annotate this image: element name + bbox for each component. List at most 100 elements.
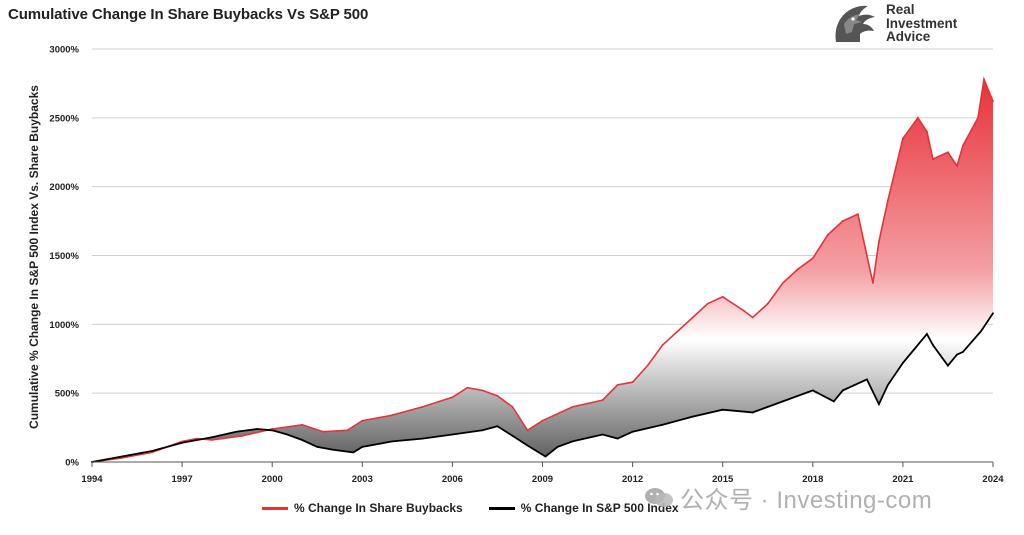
buybacks-point [877,240,880,243]
buybacks-point [121,456,123,459]
sp500-point [481,429,484,432]
sp500-point [721,408,724,411]
buybacks-point [721,295,724,298]
sp500-point [902,361,904,364]
sp500-point [841,389,844,392]
sp500-point [235,430,238,433]
buybacks-point [781,282,784,284]
buybacks-point [962,144,964,147]
buybacks-point [541,419,544,422]
buybacks-point [926,130,928,133]
sp500-point [151,450,153,452]
area-between-series [92,79,993,463]
buybacks-point [196,437,199,440]
sp500-point [932,344,934,346]
legend-swatch-sp500 [488,506,515,510]
buybacks-point [346,429,349,432]
buybacks-point [751,316,754,319]
sp500-point [661,423,664,426]
sp500-point [980,330,982,333]
axes: 0% 500% 1000% 1500% 2000% 2500% 3000% 1994 1997 2… [49,45,1004,486]
sp500-point [421,437,424,440]
buybacks-point [526,429,529,432]
x-tick-label: 2012 [622,474,643,485]
buybacks-point [511,406,514,408]
buybacks-point [646,364,649,367]
wechat-icon [645,487,673,507]
buybacks-point [466,386,469,389]
buybacks-point [571,406,574,408]
fill-area [92,79,993,463]
sp500-point [691,415,694,418]
y-tick-label: 1500% [49,251,79,262]
buybacks-point [865,254,868,257]
buybacks-point [631,381,634,384]
x-tick-label: 1994 [81,474,103,485]
buybacks-point [956,165,958,167]
buybacks-point [871,282,874,284]
x-tick-label: 2003 [352,474,373,485]
x-tick-label: 2009 [532,474,553,485]
logo-line-2: Investment [886,15,958,31]
buybacks-point [932,158,934,161]
sp500-point [601,433,604,436]
sp500-point [811,389,814,392]
x-tick-label: 2018 [802,474,823,485]
watermark: 公众号 · Investing-com [644,480,932,515]
buybacks-point [826,233,829,236]
sp500-point [451,433,454,436]
legend-item-buybacks: % Change In Share Buybacks [262,501,463,515]
series-line-sp500 [91,312,994,463]
legend-label-sp500: % Change In S&P 500 Index [520,501,679,515]
watermark-text: 公众号 · Investing-com [680,487,933,514]
sp500-point [865,378,868,381]
buybacks-point [917,116,919,119]
y-tick-label: 0% [65,458,79,469]
sp500-point [511,434,514,437]
sp500-point [181,441,184,444]
sp500-point [616,437,619,440]
sp500-point [926,333,928,335]
buybacks-point [947,151,949,154]
buybacks-point [796,268,799,271]
series-lines [91,76,994,463]
y-axis-label: Cumulative % Change In S&P 500 Index Vs.… [27,85,41,429]
buybacks-point [421,406,424,408]
buybacks-point [977,116,979,119]
y-tick-label: 2500% [49,113,79,124]
buybacks-point [181,440,184,443]
sp500-point [526,444,529,447]
sp500-point [947,364,949,367]
chart-title: Cumulative Change In Share Buybacks Vs S… [8,6,369,23]
y-tick-label: 1000% [49,320,79,331]
sp500-point [751,411,754,414]
sp500-point [121,455,123,458]
sp500-point [571,440,574,443]
buybacks-point [451,396,454,399]
buybacks-point [706,302,709,305]
sp500-point [271,429,274,432]
sp500-point [286,433,289,436]
buybacks-point [361,419,364,422]
buybacks-point [496,395,499,397]
sp500-point [301,439,304,441]
x-tick-label: 2000 [262,474,283,485]
buybacks-point [601,399,604,401]
legend-label-buybacks: % Change In Share Buybacks [294,501,463,515]
x-tick-label: 2015 [712,474,734,485]
sp500-point [544,455,547,458]
logo-line-1: Real [886,2,915,17]
buybacks-point [886,199,889,202]
sp500-point [832,400,835,403]
buybacks-point [742,309,745,312]
legend: % Change In Share Buybacks % Change In S… [262,499,705,517]
buybacks-point [992,100,994,103]
lion-logo-icon [835,5,875,42]
sp500-point [886,384,889,386]
buybacks-point [983,78,985,81]
buybacks-point [902,137,904,140]
buybacks-point [616,384,619,386]
buybacks-point [766,302,769,305]
y-tick-label: 500% [55,389,80,400]
